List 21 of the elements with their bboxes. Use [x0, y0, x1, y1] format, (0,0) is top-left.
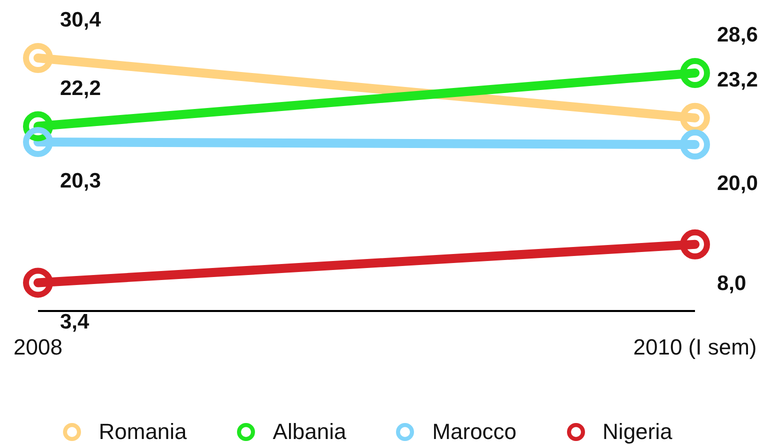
data-label: 3,4: [60, 310, 90, 334]
x-tick-label: 2008: [14, 334, 62, 360]
point: [680, 58, 710, 88]
point: [23, 268, 53, 298]
point: [680, 130, 710, 160]
data-label: 22,2: [60, 76, 101, 100]
point: [23, 43, 53, 73]
point: [23, 127, 53, 158]
point: [680, 102, 710, 133]
data-label: 23,2: [717, 68, 758, 92]
data-label: 20,0: [717, 172, 758, 196]
point: [680, 229, 710, 260]
legend-label: Marocco: [432, 419, 517, 445]
data-label: 8,0: [717, 272, 746, 295]
data-label: 28,6: [717, 24, 758, 47]
data-label: 20,3: [60, 170, 101, 193]
legend-label: Nigeria: [602, 419, 672, 445]
x-tick-label: 2010 (I sem): [633, 334, 757, 360]
legend-label: Romania: [98, 419, 187, 445]
legend-label: Albania: [272, 419, 346, 445]
data-label: 30,4: [60, 8, 102, 32]
